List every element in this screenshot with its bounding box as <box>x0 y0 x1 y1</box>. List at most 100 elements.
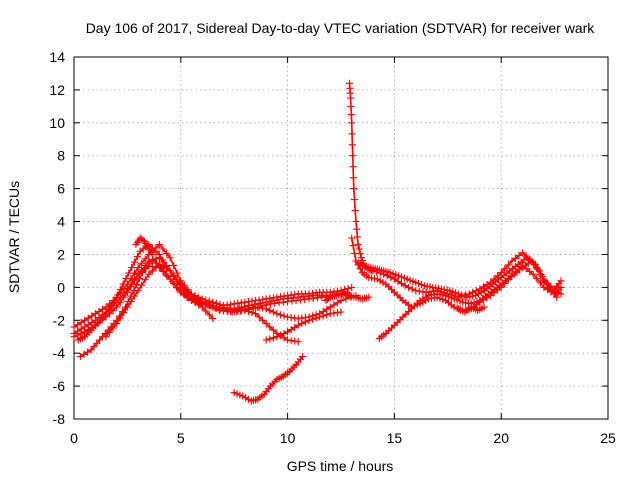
data-point <box>155 260 163 268</box>
data-point <box>249 304 257 312</box>
y-axis-title: SDTVAR / TECUs <box>6 181 22 293</box>
data-point <box>77 325 85 333</box>
data-point <box>212 304 220 312</box>
data-point <box>298 320 306 328</box>
data-point <box>511 254 519 262</box>
data-point <box>357 254 365 262</box>
data-point <box>413 299 421 307</box>
data-point <box>399 313 407 321</box>
data-point <box>202 301 210 309</box>
data-point <box>152 247 160 255</box>
data-point <box>350 249 359 257</box>
y-tick-label: -2 <box>53 312 66 328</box>
data-point <box>393 318 401 327</box>
data-point <box>271 299 279 307</box>
data-point <box>393 291 401 299</box>
data-point <box>77 318 85 327</box>
data-point <box>409 277 417 285</box>
data-point <box>473 298 481 306</box>
data-point <box>305 316 313 324</box>
data-point <box>333 299 341 307</box>
data-point <box>449 288 457 296</box>
data-point <box>84 321 92 329</box>
data-point <box>106 328 114 336</box>
x-tick-label: 0 <box>70 430 78 446</box>
data-point <box>508 257 516 265</box>
data-point <box>138 281 146 289</box>
data-point <box>269 326 277 334</box>
data-point <box>127 280 135 288</box>
data-point <box>390 321 398 329</box>
data-point <box>141 276 149 284</box>
data-point <box>251 300 259 308</box>
data-point <box>248 297 256 305</box>
series-track-l <box>375 257 561 342</box>
data-point <box>164 272 172 280</box>
data-point <box>141 255 149 263</box>
data-point <box>284 292 292 300</box>
x-tick-label: 20 <box>493 430 509 446</box>
data-point <box>386 269 394 277</box>
data-point <box>76 352 84 361</box>
data-point <box>273 310 281 318</box>
data-point <box>439 291 447 299</box>
data-point <box>529 270 537 278</box>
chart-title: Day 106 of 2017, Sidereal Day-to-day VTE… <box>86 20 596 36</box>
data-point <box>205 302 213 310</box>
plot-border <box>73 56 609 420</box>
x-tick-label: 5 <box>177 430 185 446</box>
data-point <box>266 306 274 314</box>
data-point <box>180 284 188 292</box>
data-point <box>519 249 527 257</box>
data-point <box>425 292 433 300</box>
data-point <box>296 296 304 304</box>
x-tick-label: 10 <box>280 430 296 446</box>
data-point <box>88 312 96 320</box>
data-point <box>119 280 127 288</box>
data-point <box>452 289 460 297</box>
data-point <box>444 293 453 301</box>
data-point <box>287 313 295 322</box>
data-point <box>130 292 139 300</box>
data-point <box>248 309 256 317</box>
data-point <box>145 260 154 268</box>
data-point <box>170 271 178 279</box>
data-point <box>70 323 78 331</box>
data-point <box>113 291 121 299</box>
data-point <box>437 285 445 293</box>
data-point <box>99 313 107 321</box>
data-point <box>195 297 203 305</box>
data-point <box>480 303 488 311</box>
data-point <box>433 290 441 298</box>
data-point <box>395 272 403 280</box>
plot-frame <box>73 56 609 420</box>
data-point <box>326 303 334 311</box>
data-point <box>504 261 512 269</box>
data-point <box>538 272 547 280</box>
data-point <box>385 327 393 335</box>
data-point <box>397 273 406 281</box>
data-point <box>356 249 364 257</box>
data-point <box>233 390 241 398</box>
y-tick-label: 2 <box>57 246 65 262</box>
data-point <box>382 280 390 288</box>
data-point <box>108 301 116 309</box>
data-point <box>123 303 131 311</box>
data-point <box>453 296 461 304</box>
data-point <box>390 288 398 296</box>
data-point <box>116 314 124 322</box>
data-point <box>122 275 130 283</box>
data-point <box>134 270 142 278</box>
data-point <box>447 294 455 302</box>
data-point <box>139 236 147 244</box>
data-point <box>101 329 109 337</box>
data-point <box>291 337 299 345</box>
data-point <box>348 130 356 138</box>
data-point <box>308 315 317 323</box>
data-point <box>83 348 92 356</box>
data-point <box>138 259 146 267</box>
data-point <box>554 289 562 297</box>
data-point <box>557 277 565 285</box>
data-point <box>323 311 331 319</box>
data-point <box>159 256 167 264</box>
